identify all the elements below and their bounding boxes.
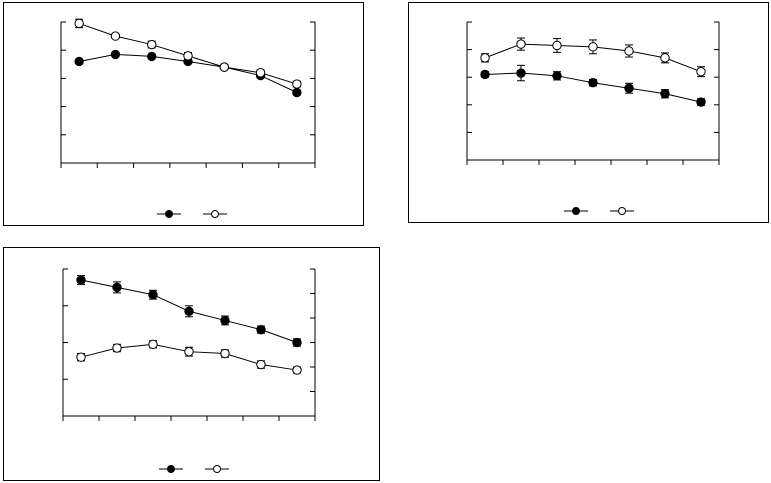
chart-b-svg: [466, 21, 720, 215]
legend-marker-1: [165, 210, 173, 218]
series-2-point: [624, 46, 634, 56]
legend-marker-2: [618, 207, 626, 215]
series-2-point: [147, 39, 157, 50]
series-2-point: [480, 53, 490, 63]
legend-marker-2: [211, 210, 219, 218]
series-1-point: [624, 83, 634, 93]
series-2-point: [183, 51, 193, 61]
series-2-point: [184, 346, 194, 357]
series-1-point: [220, 315, 230, 326]
series-2-point: [588, 42, 598, 52]
series-2-point: [76, 352, 86, 362]
chart-c-svg: [62, 268, 316, 473]
series-1-point: [660, 89, 670, 99]
series-2-point: [552, 40, 562, 51]
series-1-point: [516, 68, 526, 78]
series-1-point: [184, 306, 194, 316]
chart-panel-a: [3, 2, 364, 226]
series-2-point: [74, 18, 84, 29]
series-2-point: [256, 359, 266, 370]
series-2-point: [219, 62, 229, 72]
series-1-point: [74, 56, 84, 67]
series-1-point: [110, 49, 121, 60]
series-1-point: [256, 324, 266, 335]
series-1-point: [148, 290, 158, 300]
series-1-point: [76, 275, 86, 285]
series-2-point: [220, 348, 230, 359]
series-2-point: [696, 66, 706, 77]
series-2-point: [292, 365, 302, 375]
series-2-point: [516, 39, 526, 49]
series-1-point: [480, 69, 490, 80]
series-1-point: [552, 71, 562, 81]
series-2-point: [110, 31, 121, 41]
series-1-point: [696, 97, 706, 107]
chart-panel-c: [3, 247, 380, 481]
legend-marker-1: [167, 465, 175, 473]
legend-marker-2: [213, 465, 221, 473]
series-1-point: [112, 282, 122, 293]
series-2-point: [255, 68, 266, 78]
series-2-point: [112, 343, 122, 353]
legend-marker-1: [572, 207, 580, 215]
series-2-point: [660, 53, 670, 63]
series-1-point: [292, 87, 302, 98]
series-1-point: [147, 51, 157, 62]
chart-panel-b: [408, 2, 769, 223]
series-1-point: [588, 78, 598, 88]
series-1-point: [292, 337, 302, 348]
chart-a-svg: [60, 18, 316, 218]
series-2-point: [148, 339, 158, 350]
series-2-point: [292, 79, 302, 89]
